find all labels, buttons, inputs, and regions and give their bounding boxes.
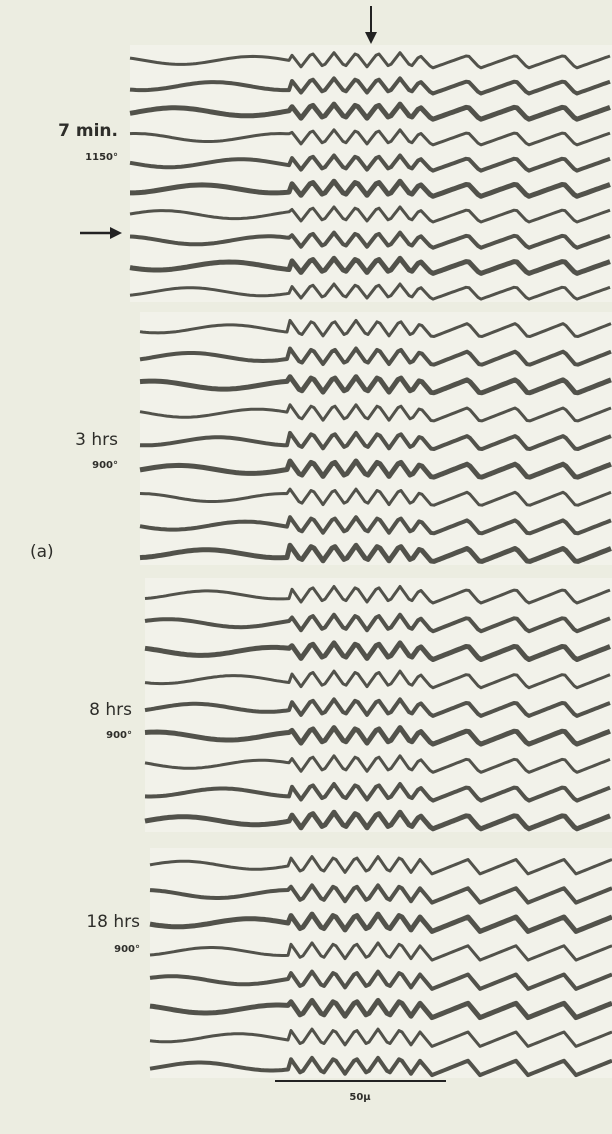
time-label: 7 min.	[58, 121, 118, 141]
figure-label: (a)	[30, 542, 54, 562]
time-label: 18 hrs	[86, 912, 140, 932]
time-label: 8 hrs	[89, 700, 132, 720]
page: 7 min. 1150° 3 hrs 900° (a) 8 hrs 900° 1…	[0, 0, 612, 1134]
time-label: 3 hrs	[75, 430, 118, 450]
micrograph	[150, 848, 612, 1078]
temperature-label: 900°	[114, 944, 140, 955]
figure: 7 min. 1150° 3 hrs 900° (a) 8 hrs 900° 1…	[0, 0, 612, 1134]
interferograms	[130, 45, 612, 1078]
temperature-label: 1150°	[85, 152, 118, 163]
temperature-label: 900°	[92, 460, 118, 471]
scale-label: 50μ	[349, 1092, 371, 1103]
temperature-label: 900°	[106, 730, 132, 741]
